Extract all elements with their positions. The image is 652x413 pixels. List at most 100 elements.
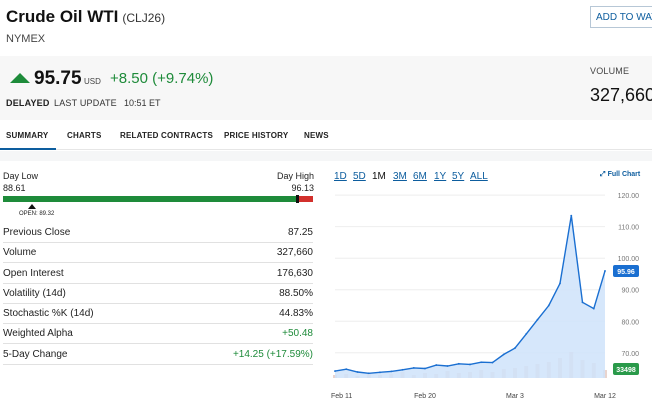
stat-label: 5-Day Change bbox=[3, 349, 68, 360]
stat-label: Previous Close bbox=[3, 227, 71, 238]
open-price-marker-icon bbox=[28, 204, 37, 209]
price-point bbox=[457, 362, 460, 365]
full-chart-link[interactable]: ⤢ Full Chart bbox=[600, 171, 640, 179]
add-to-watchlist-button[interactable]: ADD TO WATCHLIST bbox=[590, 6, 652, 28]
exchange-label: NYMEX bbox=[6, 33, 46, 45]
price-change: +8.50 (+9.74%) bbox=[110, 70, 214, 87]
period-1y[interactable]: 1Y bbox=[434, 171, 447, 182]
price-point bbox=[502, 353, 505, 356]
last-price-badge bbox=[613, 264, 639, 277]
period-5d[interactable]: 5D bbox=[353, 171, 366, 182]
y-tick-label: 120.00 bbox=[618, 193, 640, 200]
currency-label: USD bbox=[84, 77, 101, 86]
day-range-fill bbox=[3, 196, 298, 202]
price-point bbox=[390, 370, 393, 373]
y-tick-label: 70.00 bbox=[621, 351, 639, 358]
price-point bbox=[469, 363, 471, 366]
y-tick-label: 110.00 bbox=[618, 225, 639, 232]
day-high-label: Day High bbox=[276, 171, 314, 181]
volume-badge bbox=[613, 363, 639, 375]
period-5y[interactable]: 5Y bbox=[452, 171, 465, 182]
stat-label: Open Interest bbox=[3, 268, 64, 279]
price-point bbox=[581, 301, 584, 304]
price-point bbox=[424, 367, 426, 370]
delayed-label: DELAYED bbox=[6, 98, 50, 108]
tab-price-history[interactable]: PRICE HISTORY bbox=[224, 131, 289, 140]
instrument-name: Crude Oil WTI bbox=[6, 7, 119, 26]
tab-summary[interactable]: SUMMARY bbox=[6, 131, 49, 140]
price-chart[interactable]: 120.00 110.00 100.00 90.00 80.00 70.00 95.96 33… bbox=[327, 180, 647, 410]
price-area bbox=[335, 215, 605, 378]
price-point bbox=[547, 304, 550, 307]
y-tick-label: 90.00 bbox=[621, 288, 639, 295]
day-high-value: 96.13 bbox=[291, 183, 314, 193]
x-tick-label: Mar 3 bbox=[506, 393, 524, 400]
price-point bbox=[491, 361, 494, 364]
full-chart-label: Full Chart bbox=[607, 171, 641, 178]
price-point bbox=[480, 361, 483, 364]
day-low-label: Day Low bbox=[3, 171, 39, 181]
price-point bbox=[334, 370, 336, 372]
stat-value: 327,660 bbox=[276, 247, 313, 258]
price-point bbox=[446, 365, 449, 367]
stat-row-stochastic: Stochastic %K (14d) 44.83% bbox=[3, 304, 313, 324]
expand-icon: ⤢ bbox=[600, 171, 606, 178]
price-point bbox=[514, 347, 516, 349]
tab-related-contracts[interactable]: RELATED CONTRACTS bbox=[120, 131, 214, 140]
volume-value: 327,660 bbox=[590, 85, 652, 105]
price-point bbox=[379, 371, 381, 374]
stat-row-previous-close: Previous Close 87.25 bbox=[3, 223, 313, 243]
last-price-badge-label: 95.96 bbox=[617, 269, 635, 276]
y-tick-label: 80.00 bbox=[621, 319, 639, 326]
price-point bbox=[367, 372, 370, 375]
price-point bbox=[604, 270, 606, 272]
period-6m[interactable]: 6M bbox=[413, 171, 427, 182]
volume-label: VOLUME bbox=[590, 66, 630, 76]
day-range-bar bbox=[3, 195, 313, 203]
section-divider bbox=[0, 151, 652, 161]
stat-label: Volume bbox=[3, 247, 37, 258]
day-low-value: 88.61 bbox=[3, 183, 26, 193]
price-point bbox=[356, 371, 359, 373]
y-tick-label: 100.00 bbox=[618, 256, 640, 263]
stat-value: 87.25 bbox=[287, 227, 313, 238]
stats-panel bbox=[0, 161, 320, 413]
stat-row-volatility: Volatility (14d) 88.50% bbox=[3, 284, 313, 304]
stat-row-five-day-change: 5-Day Change +14.25 (+17.59%) bbox=[3, 345, 313, 365]
stat-value: +14.25 (+17.59%) bbox=[232, 349, 313, 360]
period-3m[interactable]: 3M bbox=[393, 171, 407, 182]
price-point bbox=[435, 364, 438, 366]
stat-value: 176,630 bbox=[276, 268, 313, 279]
instrument-title: Crude Oil WTI (CLJ26) bbox=[6, 7, 165, 27]
price-point bbox=[412, 367, 415, 369]
current-price-marker bbox=[295, 195, 299, 203]
stat-value: 44.83% bbox=[279, 308, 313, 319]
active-tab-indicator bbox=[0, 148, 56, 150]
period-1m[interactable]: 1M bbox=[372, 171, 386, 182]
last-price: 95.75 bbox=[34, 68, 82, 89]
stat-label: Volatility (14d) bbox=[3, 288, 66, 299]
last-update-time: 10:51 ET bbox=[124, 98, 161, 108]
price-point bbox=[592, 307, 595, 310]
price-point bbox=[525, 332, 528, 335]
tab-news[interactable]: NEWS bbox=[304, 131, 329, 140]
x-tick-label: Feb 20 bbox=[414, 393, 436, 400]
x-tick-label: Mar 12 bbox=[594, 393, 616, 400]
stat-label: Weighted Alpha bbox=[3, 328, 73, 339]
stat-row-weighted-alpha: Weighted Alpha +50.48 bbox=[3, 324, 313, 344]
quote-header: Crude Oil WTI(CLJ26) NYMEX ADD TO WATCHL… bbox=[0, 0, 652, 56]
price-point bbox=[345, 368, 348, 371]
tab-charts[interactable]: CHARTS bbox=[67, 131, 102, 140]
x-tick-label: Feb 11 bbox=[331, 393, 352, 400]
volume-badge-label: 33498 bbox=[616, 367, 636, 374]
stat-value: 88.50% bbox=[279, 288, 313, 299]
period-1d[interactable]: 1D bbox=[334, 171, 347, 182]
stat-row-volume: Volume 327,660 bbox=[3, 243, 313, 263]
last-update-label: LAST UPDATE bbox=[54, 98, 117, 108]
quote-band bbox=[0, 56, 652, 120]
open-price-label: OPEN: 89.32 bbox=[19, 211, 55, 217]
instrument-symbol: (CLJ26) bbox=[122, 11, 166, 25]
price-point bbox=[536, 318, 539, 321]
stat-value: +50.48 bbox=[282, 328, 313, 339]
period-all[interactable]: ALL bbox=[470, 171, 488, 182]
